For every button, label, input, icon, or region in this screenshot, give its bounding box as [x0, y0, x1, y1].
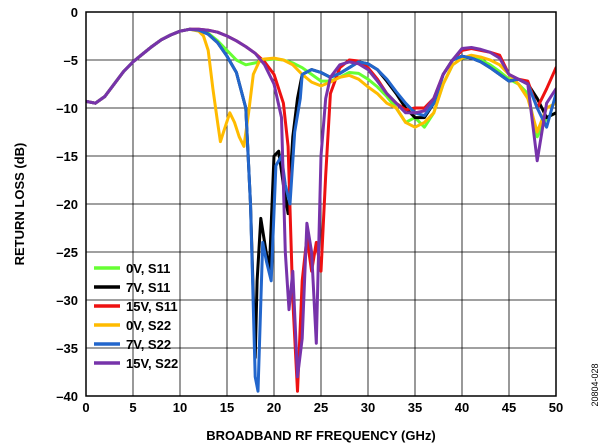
y-axis-title: RETURN LOSS (dB): [12, 143, 27, 266]
y-tick-label: 0: [71, 5, 78, 20]
y-tick-label: –35: [56, 341, 78, 356]
y-tick-label: –5: [64, 53, 78, 68]
legend-label: 15V, S22: [126, 356, 178, 371]
plot-frame: [85, 11, 557, 397]
x-tick-label: 5: [129, 400, 136, 415]
x-tick-label: 35: [408, 400, 422, 415]
x-tick-label: 30: [361, 400, 375, 415]
x-tick-label: 20: [267, 400, 281, 415]
y-tick-label: –40: [56, 389, 78, 404]
y-tick-label: –30: [56, 293, 78, 308]
y-tick-label: –20: [56, 197, 78, 212]
legend-label: 0V, S11: [126, 261, 170, 276]
legend-label: 0V, S22: [126, 318, 171, 333]
chart-ticks: 0 5 10 15 20 25 30 35 40 45 50 0 –5 –10 –15 –20 –25 –30 –3…: [56, 5, 563, 415]
legend-label: 7V, S11: [126, 280, 170, 295]
x-tick-label: 10: [173, 400, 187, 415]
series-line-6: [86, 27, 556, 379]
legend-label: 7V, S22: [126, 337, 171, 352]
x-tick-label: 45: [502, 400, 516, 415]
y-tick-label: –15: [56, 149, 78, 164]
x-tick-label: 0: [82, 400, 89, 415]
chart-legend: 0V, S11 7V, S11 15V, S11 0V, S22 7V, S22 15V,…: [94, 261, 178, 371]
x-tick-label: 25: [314, 400, 328, 415]
x-axis-title: BROADBAND RF FREQUENCY (GHz): [206, 428, 435, 443]
x-tick-label: 15: [220, 400, 234, 415]
figure-id: 20804-028: [590, 363, 600, 406]
chart-series: [86, 27, 556, 393]
x-tick-label: 50: [549, 400, 563, 415]
x-tick-label: 40: [455, 400, 469, 415]
legend-label: 15V, S11: [126, 299, 178, 314]
y-tick-label: –10: [56, 101, 78, 116]
y-tick-label: –25: [56, 245, 78, 260]
